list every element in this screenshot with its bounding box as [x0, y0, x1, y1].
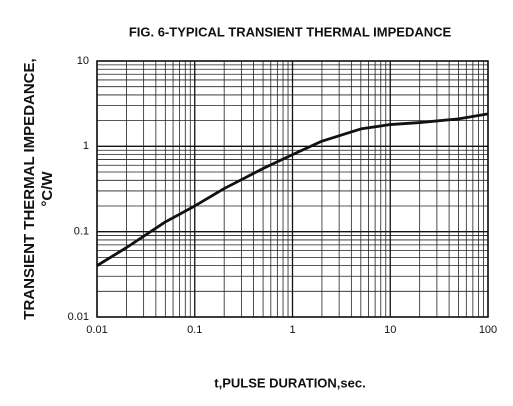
chart-title: FIG. 6-TYPICAL TRANSIENT THERMAL IMPEDAN…: [129, 24, 452, 39]
y-tick-label: 1: [83, 140, 89, 152]
y-tick-label: 0.1: [74, 226, 89, 238]
y-axis-label: TRANSIENT THERMAL IMPEDANCE,: [21, 58, 38, 319]
x-tick-label: 10: [384, 324, 396, 336]
y-tick-label: 0.01: [68, 311, 89, 323]
x-tick-label: 1: [289, 324, 295, 336]
plot-frame: [96, 60, 489, 318]
x-axis-label: t,PULSE DURATION,sec.: [214, 375, 365, 390]
y-tick-label: 10: [77, 55, 89, 67]
x-tick-label: 100: [479, 324, 497, 336]
y-axis-label-unit: °C/W: [39, 171, 56, 207]
x-tick-label: 0.01: [86, 324, 107, 336]
x-tick-label: 0.1: [187, 324, 202, 336]
data-line: [96, 112, 489, 267]
